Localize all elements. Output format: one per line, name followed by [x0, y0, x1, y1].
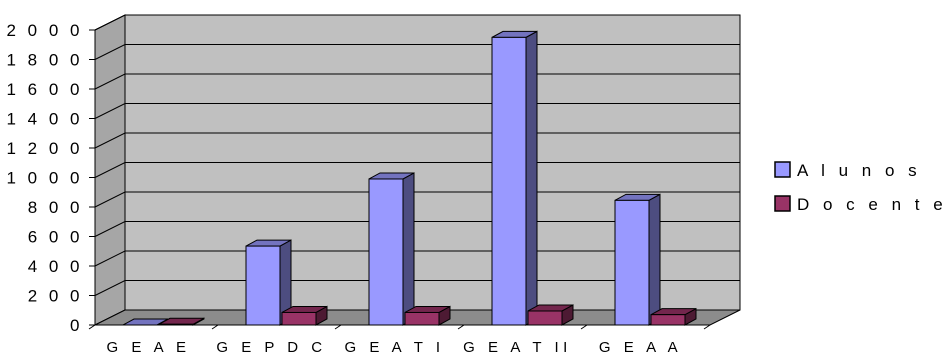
bar-front	[404, 311, 440, 326]
bar	[368, 172, 415, 326]
bar-front	[650, 314, 686, 326]
y-tick-label: 4 0 0	[28, 257, 83, 276]
bar	[281, 305, 328, 326]
bar-front	[491, 36, 527, 326]
x-tick-label: G E A T I	[345, 339, 445, 354]
x-tick-label: G E P D C	[216, 339, 326, 354]
bar	[404, 305, 451, 326]
bars	[122, 30, 697, 326]
x-tick	[334, 324, 342, 330]
legend-label: A l u n o s	[797, 161, 921, 180]
legend-swatch	[774, 195, 791, 212]
y-tick-label: 6 0 0	[28, 228, 83, 247]
bar-side	[648, 193, 661, 326]
bar-front	[614, 199, 650, 326]
bar	[245, 239, 292, 326]
bar	[614, 193, 661, 326]
bar-side	[525, 30, 538, 326]
bar-side	[402, 172, 415, 326]
y-tick-label: 8 0 0	[28, 198, 83, 217]
x-tick	[703, 324, 711, 330]
bar-front	[281, 311, 317, 326]
x-tick	[457, 324, 465, 330]
bar-front	[245, 245, 281, 326]
bar	[650, 307, 697, 326]
legend-swatch	[774, 161, 791, 178]
bar-front	[368, 178, 404, 326]
gridline	[94, 14, 740, 31]
x-tick-label: G E A T II	[463, 339, 572, 354]
bar	[527, 304, 574, 326]
bar	[491, 30, 538, 326]
x-axis: G E A E G E P D C G E A T I G E A T II G E A…	[88, 324, 711, 354]
y-tick-label: 1 4 0 0	[7, 110, 84, 129]
x-tick-label: G E A E	[106, 339, 190, 354]
y-tick-label: 1 0 0 0	[7, 169, 84, 188]
y-tick-label: 1 6 0 0	[7, 80, 84, 99]
y-tick-label: 2 0 0	[28, 287, 83, 306]
y-tick-label: 0	[70, 316, 83, 335]
bar-front	[527, 310, 563, 326]
legend-label: D o c e n t e s	[797, 195, 952, 214]
y-tick-label: 1 8 0 0	[7, 51, 84, 70]
x-tick	[88, 324, 96, 330]
y-axis: 0 2 0 0 4 0 0 6 0 0 8 0 0 1 0 0 0 1 2 0 0 1 4 0…	[7, 21, 96, 335]
y-tick-label: 2 0 0 0	[7, 21, 84, 40]
x-tick-label: G E A A	[599, 339, 682, 354]
legend: A l u n o s D o c e n t e s	[774, 161, 952, 214]
x-tick	[580, 324, 588, 330]
y-tick-label: 1 2 0 0	[7, 139, 84, 158]
x-tick	[211, 324, 219, 330]
